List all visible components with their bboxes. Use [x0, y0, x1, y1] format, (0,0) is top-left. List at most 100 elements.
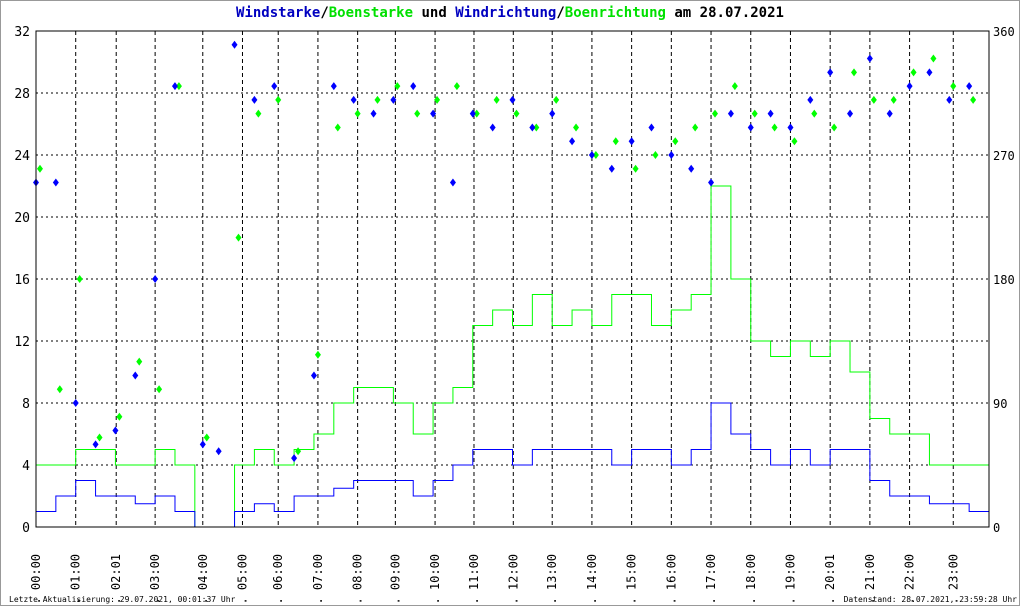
point-windrichtung [807, 95, 814, 104]
y-tick-right: 180 [993, 273, 1015, 287]
point-windrichtung [251, 95, 258, 104]
point-boenrichtung [96, 433, 103, 442]
point-boenrichtung [414, 109, 421, 118]
y-tick-left: 28 [14, 87, 30, 102]
point-windrichtung [827, 68, 834, 77]
point-windrichtung [926, 68, 933, 77]
point-windrichtung [747, 123, 754, 132]
y-tick-right: 90 [993, 397, 1007, 411]
point-boenrichtung [692, 123, 699, 132]
y-tick-left: 12 [14, 335, 30, 350]
point-windrichtung [350, 95, 357, 104]
point-boenrichtung [811, 109, 818, 118]
plot-border [35, 30, 990, 528]
point-boenrichtung [374, 95, 381, 104]
x-tick-label: 28. 09:00 [388, 554, 402, 605]
point-boenrichtung [533, 123, 540, 132]
point-boenrichtung [116, 412, 123, 421]
point-boenrichtung [573, 123, 580, 132]
point-windrichtung [291, 454, 298, 463]
point-windrichtung [92, 440, 99, 449]
title-gust: Boenstarke [328, 5, 414, 21]
point-boenrichtung [553, 95, 560, 104]
point-boenrichtung [203, 433, 210, 442]
x-tick-label: 28. 12:00 [506, 554, 520, 605]
point-windrichtung [549, 109, 556, 118]
point-boenrichtung [592, 151, 599, 159]
y-tick-left: 8 [22, 397, 30, 412]
point-windrichtung [152, 275, 159, 283]
title-wind: Windstarke [236, 5, 321, 21]
y-tick-left: 4 [22, 459, 30, 474]
x-tick-label: 28. 02:01 [109, 554, 123, 605]
series-windstarke [36, 402, 990, 528]
point-boenrichtung [434, 95, 441, 104]
x-tick-label: 28. 21:00 [863, 554, 877, 605]
point-boenrichtung [453, 82, 460, 91]
x-tick-label: 28. 15:00 [625, 554, 639, 605]
point-boenrichtung [314, 350, 321, 359]
point-windrichtung [171, 82, 178, 91]
x-tick-label: 28. 04:00 [196, 554, 210, 605]
data-status: Datenstand: 28.07.2021, 23:59:28 Uhr [843, 595, 1017, 604]
point-boenrichtung [831, 123, 838, 132]
point-windrichtung [489, 123, 496, 132]
point-boenrichtung [76, 275, 83, 283]
x-tick-label: 28. 11:00 [467, 554, 481, 605]
title-sep: / [320, 5, 329, 21]
point-windrichtung [688, 164, 695, 173]
point-boenrichtung [334, 123, 341, 132]
x-tick-label: 28. 22:00 [903, 554, 917, 605]
point-boenrichtung [672, 137, 679, 146]
x-tick-label: 28. 23:00 [946, 554, 960, 605]
title-winddir: Windrichtung [455, 5, 557, 21]
point-boenrichtung [712, 109, 719, 118]
point-windrichtung [72, 399, 79, 407]
point-boenrichtung [235, 233, 242, 242]
x-tick-label: 28. 08:00 [351, 554, 365, 605]
point-windrichtung [966, 82, 973, 91]
point-windrichtung [52, 178, 59, 187]
x-tick-label: 28. 01:00 [69, 554, 83, 605]
point-boenrichtung [751, 109, 758, 118]
point-boenrichtung [930, 54, 937, 63]
chart-title: Windstarke/Boenstarke und Windrichtung/B… [1, 5, 1019, 21]
point-boenrichtung [473, 109, 480, 118]
y-tick-left: 32 [14, 25, 30, 40]
point-windrichtung [787, 123, 794, 132]
x-tick-label: 28. 14:00 [585, 554, 599, 605]
x-tick-label: 28. 00:00 [29, 554, 43, 605]
point-windrichtung [390, 95, 397, 104]
title-mid: und [413, 5, 456, 21]
x-tick-label: 28. 07:00 [311, 554, 325, 605]
point-windrichtung [509, 95, 516, 104]
point-windrichtung [708, 178, 715, 187]
point-windrichtung [569, 137, 576, 146]
point-windrichtung [946, 95, 953, 104]
title-gustdir: Boenrichtung [564, 5, 666, 21]
point-boenrichtung [354, 109, 361, 118]
point-boenrichtung [136, 357, 143, 366]
point-windrichtung [906, 82, 913, 91]
point-boenrichtung [850, 68, 857, 77]
x-tick-label: 28. 03:00 [148, 554, 162, 605]
point-windrichtung [271, 82, 278, 91]
point-windrichtung [231, 40, 238, 49]
point-boenrichtung [652, 151, 659, 159]
y-tick-right: 270 [993, 149, 1015, 163]
y-tick-right: 0 [993, 521, 1000, 535]
point-boenrichtung [970, 95, 977, 104]
point-windrichtung [628, 137, 635, 146]
point-boenrichtung [870, 95, 877, 104]
point-windrichtung [886, 109, 893, 118]
x-tick-label: 28. 16:00 [664, 554, 678, 605]
x-tick-label: 28. 20:01 [823, 554, 837, 605]
x-tick-label: 28. 05:00 [235, 554, 249, 605]
y-tick-left: 16 [14, 273, 30, 288]
point-boenrichtung [950, 82, 957, 91]
point-boenrichtung [890, 95, 897, 104]
point-windrichtung [668, 151, 675, 159]
x-tick-label: 28. 06:00 [271, 554, 285, 605]
